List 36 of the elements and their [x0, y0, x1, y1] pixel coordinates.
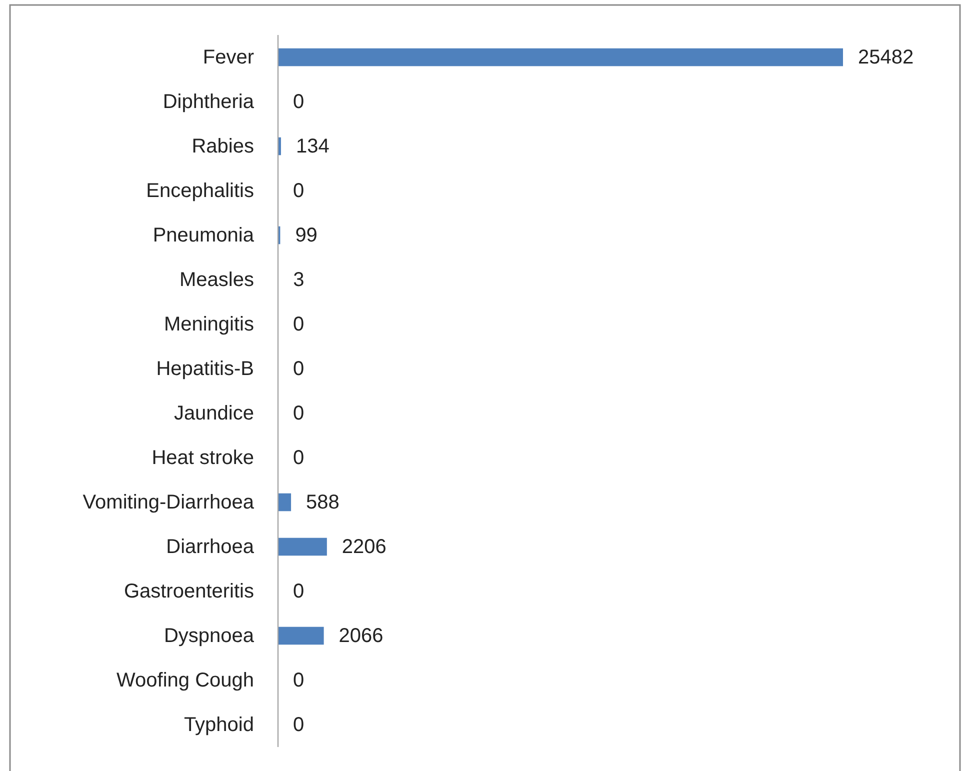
- data-label: 99: [295, 224, 318, 246]
- data-label: 0: [293, 402, 304, 424]
- data-label: 0: [293, 180, 304, 202]
- y-tick-label: Dyspnoea: [164, 624, 255, 647]
- y-tick-label: Gastroenteritis: [124, 580, 254, 602]
- bar: [278, 48, 843, 66]
- y-tick-label: Diphtheria: [162, 90, 255, 113]
- data-label: 3: [293, 268, 304, 291]
- y-tick-label: Encephalitis: [146, 180, 254, 202]
- bar: [278, 493, 292, 512]
- data-label: 0: [293, 90, 304, 113]
- data-label: 588: [306, 491, 340, 514]
- data-label: 25482: [858, 46, 914, 68]
- data-label: 0: [293, 313, 304, 336]
- y-tick-label: Vomiting-Diarrhoea: [82, 491, 255, 514]
- y-tick-label: Typhoid: [184, 714, 254, 736]
- y-tick-label: Rabies: [192, 135, 254, 158]
- data-label: 0: [293, 446, 304, 469]
- data-label: 0: [293, 714, 304, 736]
- y-tick-label: Jaundice: [174, 402, 254, 424]
- y-tick-label: Fever: [202, 46, 254, 68]
- data-label: 0: [293, 580, 304, 602]
- y-tick-label: Hepatitis-B: [156, 358, 254, 380]
- data-label: 134: [296, 135, 330, 158]
- y-tick-label: Pneumonia: [152, 224, 255, 246]
- y-tick-label: Measles: [180, 268, 254, 291]
- data-label: 0: [293, 358, 304, 380]
- y-tick-label: Meningitis: [164, 313, 254, 336]
- y-tick-label: Heat stroke: [152, 446, 254, 469]
- bar: [278, 538, 327, 556]
- y-tick-label: Woofing Cough: [116, 669, 254, 692]
- y-tick-label: Diarrhoea: [166, 536, 255, 558]
- data-label: 2066: [338, 624, 384, 647]
- bar: [278, 626, 324, 645]
- data-label: 0: [293, 669, 304, 692]
- data-label: 2206: [342, 536, 386, 558]
